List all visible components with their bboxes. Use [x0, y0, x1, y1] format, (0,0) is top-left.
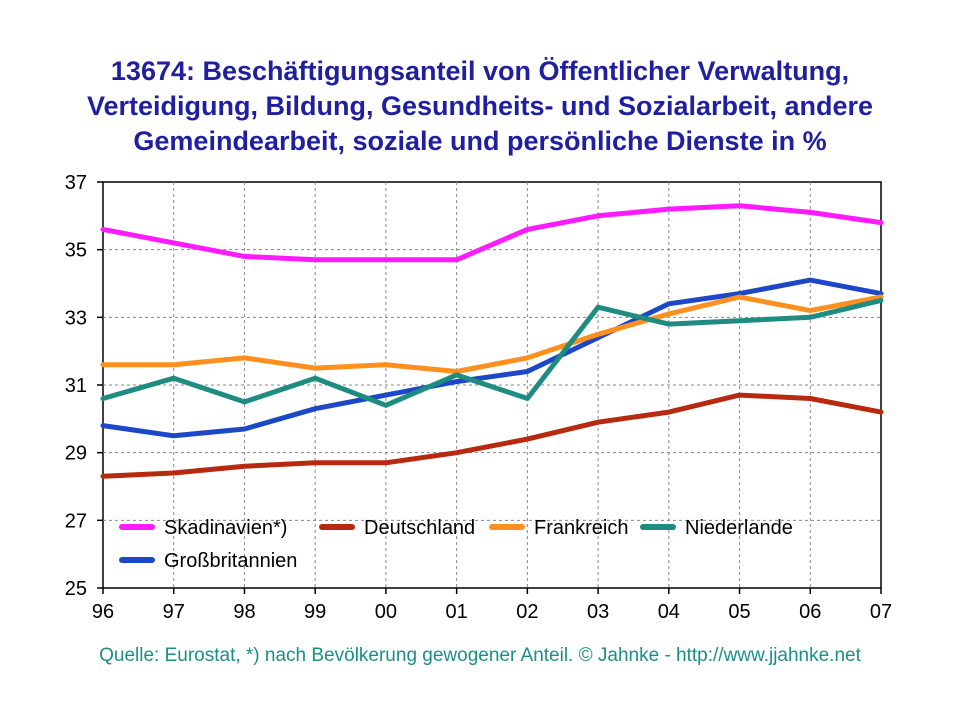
x-tick-label: 97 [163, 601, 185, 623]
chart-title: 13674: Beschäftigungsanteil von Öffentli… [0, 54, 960, 159]
x-tick-label: 03 [587, 601, 609, 623]
x-axis-ticks: 96 97 98 99 00 01 02 03 04 05 06 07 [92, 588, 892, 623]
y-tick-label: 25 [65, 578, 87, 600]
x-tick-label: 02 [516, 601, 538, 623]
series-lines [100, 203, 884, 479]
y-tick-label: 29 [65, 443, 87, 465]
x-tick-label: 01 [446, 601, 468, 623]
x-tick-label: 99 [304, 601, 326, 623]
y-tick-label: 37 [65, 172, 87, 194]
x-tick-label: 06 [799, 601, 821, 623]
legend-label-niederlande: Niederlande [685, 517, 793, 539]
y-tick-label: 27 [65, 510, 87, 532]
title-line-1: 13674: Beschäftigungsanteil von Öffentli… [110, 56, 850, 86]
legend: Skadinavien*) Deutschland Frankreich Nieder… [119, 517, 793, 572]
y-axis-ticks: 37 35 33 31 29 27 25 [65, 172, 103, 600]
series-line-niederlande [100, 297, 884, 408]
y-tick-label: 31 [65, 375, 87, 397]
x-tick-label: 00 [375, 601, 397, 623]
series-line-skadinavien [100, 203, 884, 263]
series-line-gro-britannien [100, 277, 884, 439]
y-tick-label: 35 [65, 240, 87, 262]
title-line-3: Gemeindearbeit, soziale und persönliche … [133, 126, 827, 156]
grid-lines [103, 182, 881, 588]
source-note: Quelle: Eurostat, *) nach Bevölkerung ge… [99, 645, 861, 666]
x-tick-label: 98 [233, 601, 255, 623]
x-tick-label: 04 [658, 601, 680, 623]
legend-label-skadinavien: Skadinavien*) [164, 517, 287, 539]
title-line-2: Verteidigung, Bildung, Gesundheits- und … [86, 91, 874, 121]
legend-label-frankreich: Frankreich [534, 517, 628, 539]
series-line-frankreich [100, 294, 884, 374]
x-tick-label: 07 [870, 601, 892, 623]
legend-label-deutschland: Deutschland [364, 517, 475, 539]
series-line-deutschland [100, 392, 884, 479]
y-tick-label: 33 [65, 307, 87, 329]
legend-label-gro-britannien: Großbritannien [164, 550, 297, 572]
x-tick-label: 96 [92, 601, 114, 623]
x-tick-label: 05 [728, 601, 750, 623]
